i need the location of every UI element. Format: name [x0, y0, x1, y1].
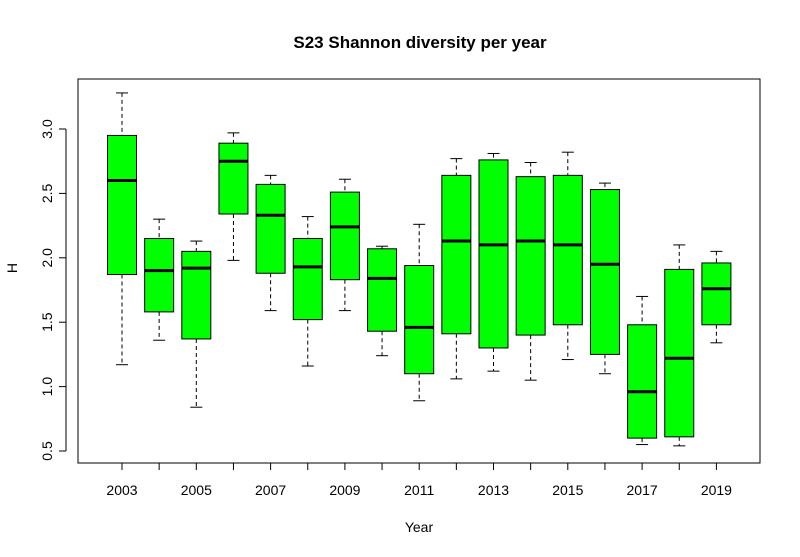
y-tick-label: 0.5: [39, 441, 55, 461]
box-2004: [144, 218, 175, 341]
box-2006: [218, 132, 249, 261]
box-2005: [181, 240, 212, 408]
chart-title: S23 Shannon diversity per year: [293, 33, 547, 52]
boxes-layer: [107, 92, 732, 447]
iqr-box: [441, 174, 472, 335]
iqr-box: [181, 250, 212, 340]
y-axis: 0.5 1.0 1.5 2.0 2.5 3.0: [39, 119, 67, 461]
box-2015: [552, 151, 583, 361]
iqr-box: [144, 237, 175, 313]
y-tick-label: 1.0: [39, 377, 55, 397]
iqr-box: [515, 176, 546, 336]
y-tick-label: 2.5: [39, 183, 55, 203]
iqr-box: [329, 191, 360, 281]
iqr-box: [292, 237, 323, 321]
box-2018: [664, 244, 695, 447]
iqr-box: [367, 248, 398, 332]
iqr-box: [107, 134, 137, 276]
x-axis: 2003 2005 2007 2009 2011 2013 2015 2017 2019: [106, 462, 732, 498]
box-2014: [515, 161, 546, 381]
iqr-box: [478, 159, 509, 349]
x-tick-label: 2003: [106, 482, 137, 498]
box-2008: [292, 216, 323, 367]
box-2003: [107, 92, 137, 366]
y-tick-label: 1.5: [39, 312, 55, 332]
iqr-box: [664, 268, 695, 438]
iqr-box: [218, 142, 249, 215]
box-2007: [255, 174, 286, 312]
y-tick-label: 2.0: [39, 248, 55, 268]
box-2016: [589, 182, 620, 375]
x-tick-label: 2009: [329, 482, 360, 498]
x-tick-label: 2017: [627, 482, 658, 498]
iqr-box: [589, 189, 620, 355]
iqr-box: [552, 174, 583, 326]
x-tick-label: 2015: [552, 482, 583, 498]
y-axis-label: H: [4, 263, 20, 273]
box-2011: [404, 223, 435, 402]
box-2019: [701, 250, 732, 344]
x-tick-label: 2011: [404, 482, 434, 498]
box-2012: [441, 158, 472, 380]
iqr-box: [701, 262, 732, 326]
x-tick-label: 2007: [255, 482, 286, 498]
iqr-box: [404, 265, 435, 375]
x-tick-label: 2019: [701, 482, 732, 498]
x-tick-label: 2005: [181, 482, 212, 498]
box-2009: [329, 178, 360, 312]
y-tick-label: 3.0: [39, 119, 55, 139]
iqr-box: [627, 324, 658, 439]
x-axis-label: Year: [405, 519, 434, 535]
box-2017: [627, 295, 658, 446]
iqr-box: [255, 183, 286, 274]
box-2010: [367, 245, 398, 357]
x-tick-label: 2013: [478, 482, 509, 498]
box-2013: [478, 152, 509, 372]
